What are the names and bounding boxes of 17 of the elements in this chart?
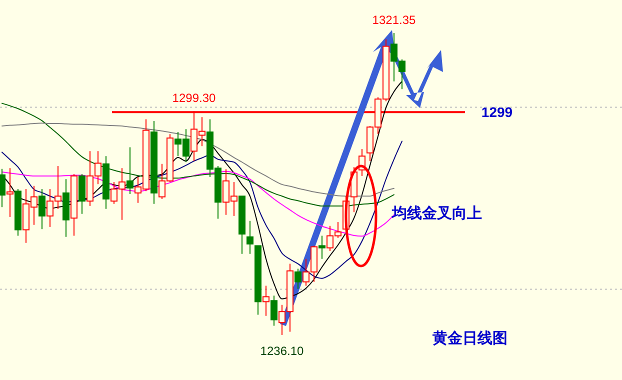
candlestick [246,220,254,254]
text: 黄金日线图 [432,329,508,347]
candlestick [318,235,326,260]
candlestick [150,120,158,204]
ref-line-label: 1299 [481,104,513,120]
annotation: 1299.30 [172,91,216,106]
candlestick [262,285,270,316]
annotation: 1236.10 [260,344,304,358]
candlestick [62,178,70,238]
annotation: 1321.35 [372,13,416,27]
candlestick [270,295,278,326]
candlestick [102,156,110,210]
candlestick [0,168,6,208]
candlestick [38,188,46,230]
candlestick [6,168,14,218]
candlestick [126,146,134,195]
annotation: 均线金叉向上 [391,204,482,222]
